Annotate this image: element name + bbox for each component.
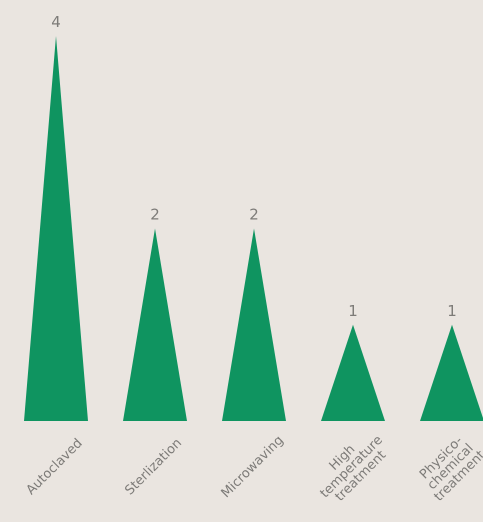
- x-tick-label-line: Autoclaved: [24, 436, 86, 498]
- data-label: 2: [249, 206, 259, 224]
- data-label: 1: [447, 302, 457, 320]
- x-tick-label: Hightemperaturetreatment: [308, 424, 395, 511]
- x-tick-label-line: Sterlization: [122, 436, 185, 499]
- data-label: 4: [51, 13, 61, 31]
- bars-group: [24, 36, 483, 421]
- category-labels-group: Autoclaved Sterlization Microwaving Hightem…: [24, 424, 483, 511]
- triangle-bar: [321, 324, 385, 421]
- x-tick-label: Autoclaved: [24, 436, 86, 498]
- x-tick-label: Sterlization: [122, 436, 185, 499]
- triangle-bar: [24, 36, 88, 421]
- x-tick-label: Microwaving: [219, 433, 287, 501]
- triangle-bar: [420, 324, 483, 421]
- x-tick-label-line: Microwaving: [219, 433, 287, 501]
- data-label: 1: [348, 302, 358, 320]
- data-label: 2: [150, 206, 160, 224]
- value-labels-group: 4 2 2 1 1: [51, 13, 457, 320]
- triangle-bar: [222, 228, 286, 421]
- triangle-bar: [123, 228, 187, 421]
- x-tick-label: Physico-chemicaltreatment: [413, 429, 483, 504]
